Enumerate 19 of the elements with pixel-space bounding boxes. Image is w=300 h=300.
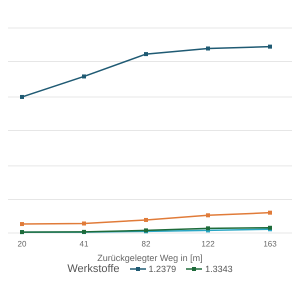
point <box>20 222 24 226</box>
point <box>206 46 210 50</box>
point <box>82 74 86 78</box>
x-tick-label: 41 <box>80 240 89 249</box>
point <box>20 94 24 99</box>
point <box>206 213 210 218</box>
x-tick-label: 122 <box>201 240 216 249</box>
x-axis-title: Zurückgelegter Weg in [m] <box>97 253 203 263</box>
x-tick-label: 82 <box>142 240 151 249</box>
point <box>144 52 148 56</box>
x-tick-label: 163 <box>263 240 278 249</box>
legend-label: 1.2379 <box>148 264 176 274</box>
point <box>268 44 272 49</box>
legend-label: 1.3343 <box>204 264 233 274</box>
x-tick-label: 20 <box>18 240 27 249</box>
legend-title: Werkstoffe <box>67 263 120 275</box>
point <box>82 221 86 226</box>
point <box>144 218 148 222</box>
point <box>268 210 272 215</box>
